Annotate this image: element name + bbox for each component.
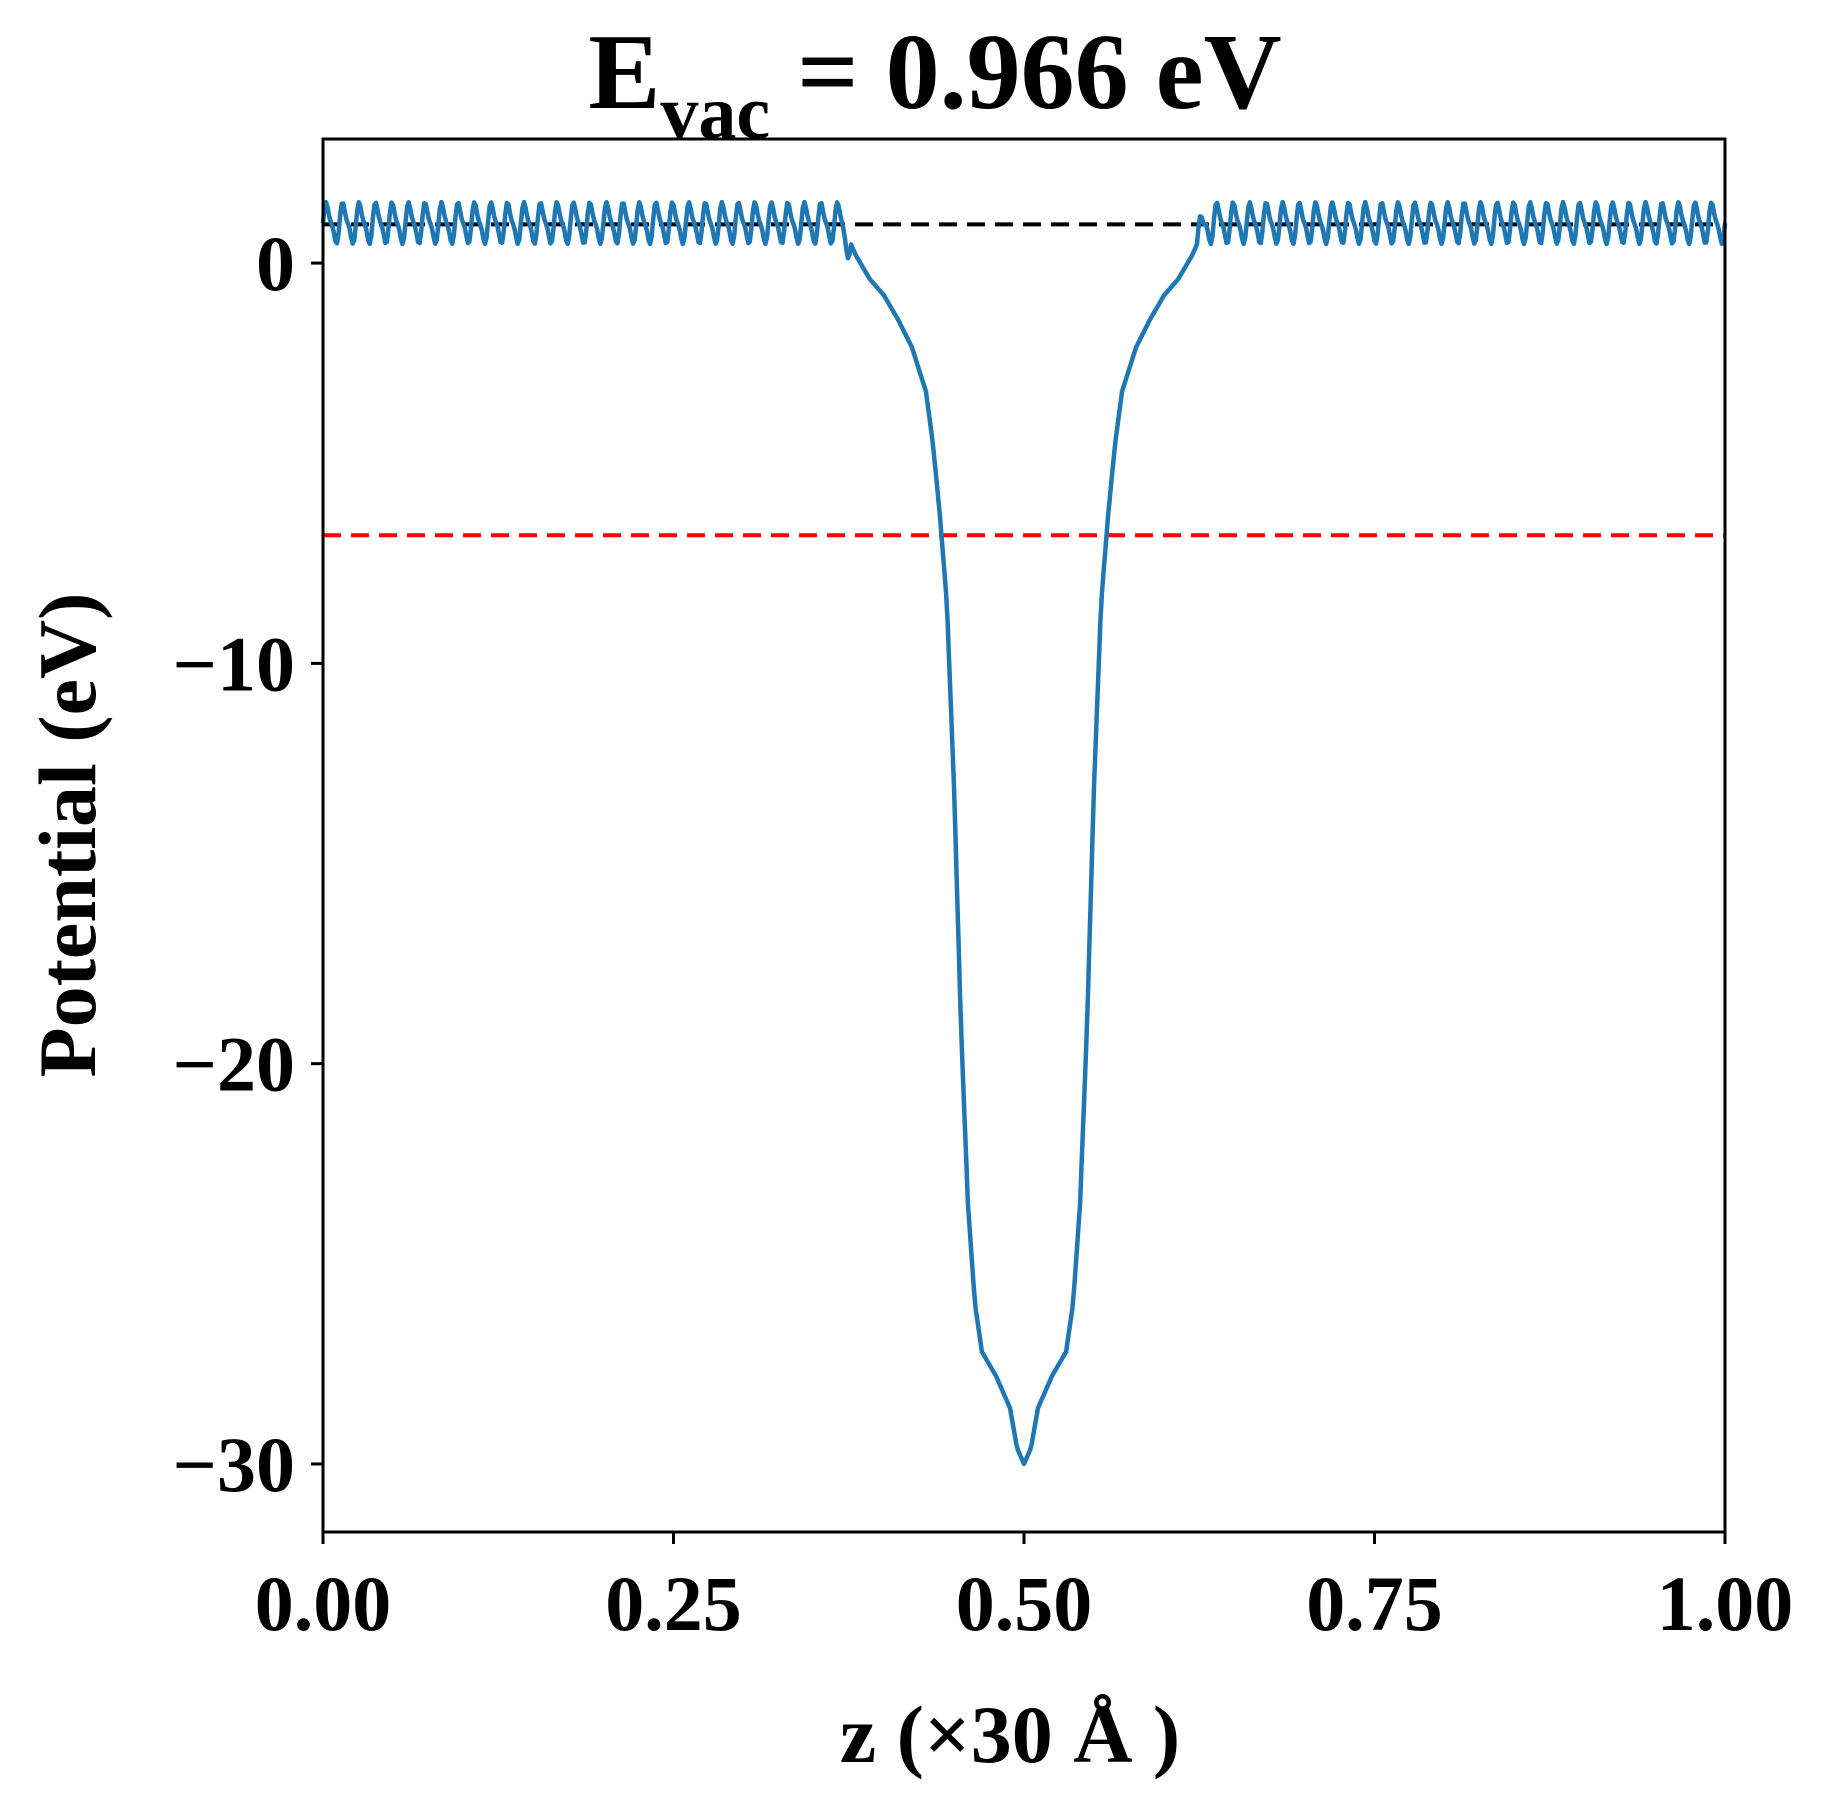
x-tick-label-4: 1.00 <box>1657 1560 1794 1647</box>
y-tick-label-1: −10 <box>173 620 295 707</box>
series-line-0 <box>320 199 1728 1467</box>
title-base: E <box>588 13 660 132</box>
y-tick-label-0: 0 <box>256 220 295 307</box>
y-tick-label-3: −30 <box>173 1421 295 1508</box>
x-tick-label-3: 0.75 <box>1306 1560 1443 1647</box>
chart-title: Evac = 0.966 eV <box>588 13 1281 155</box>
plot-area: 0.00 0.25 0.50 0.75 1.00 0 −10 −20 −30 <box>173 137 1794 1647</box>
x-tick-label-1: 0.25 <box>605 1560 742 1647</box>
x-tick-label-0: 0.00 <box>255 1560 392 1647</box>
y-tick-label-2: −20 <box>173 1021 295 1108</box>
axes-frame <box>321 137 1727 1534</box>
svg-text:Evac = 0.966 eV: Evac = 0.966 eV <box>588 13 1281 155</box>
title-subscript: vac <box>660 71 770 155</box>
y-axis-label: Potential (eV) <box>22 593 113 1078</box>
title-rest: = 0.966 eV <box>770 13 1281 132</box>
x-axis-label: z (×30 Å ) <box>840 1689 1180 1780</box>
x-tick-label-2: 0.50 <box>956 1560 1093 1647</box>
